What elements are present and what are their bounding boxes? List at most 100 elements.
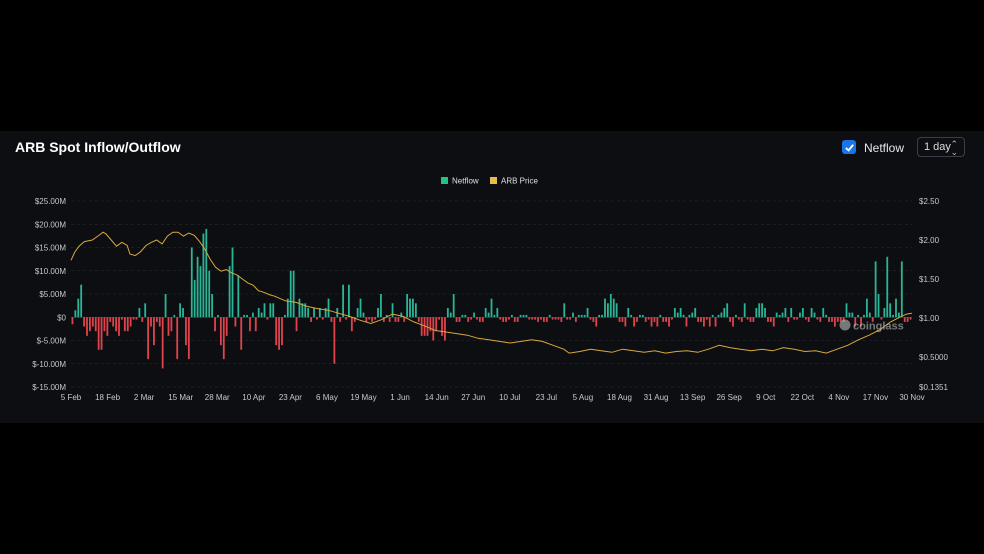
netflow-bar bbox=[816, 317, 819, 320]
x-tick-label: 31 Aug bbox=[644, 393, 669, 402]
netflow-bar bbox=[778, 314, 781, 318]
netflow-bar bbox=[97, 317, 100, 350]
netflow-bar bbox=[289, 270, 292, 318]
netflow-bar bbox=[595, 317, 598, 327]
x-tick-label: 19 May bbox=[350, 393, 376, 402]
netflow-bar bbox=[883, 307, 886, 318]
netflow-bar bbox=[324, 307, 327, 318]
netflow-bar bbox=[426, 317, 429, 336]
netflow-bar bbox=[368, 317, 371, 320]
netflow-bar bbox=[249, 317, 251, 332]
netflow-bar bbox=[417, 317, 420, 322]
netflow-bar bbox=[147, 317, 150, 360]
netflow-bar bbox=[275, 317, 278, 346]
netflow-bar bbox=[769, 317, 772, 322]
netflow-bar bbox=[691, 312, 694, 318]
netflow-checkbox-label[interactable]: Netflow bbox=[864, 141, 905, 155]
y-left-tick-label: $10.00M bbox=[35, 267, 66, 276]
netflow-bar bbox=[199, 266, 202, 318]
netflow-bar bbox=[636, 317, 638, 322]
netflow-bar bbox=[799, 312, 801, 318]
netflow-bar bbox=[196, 256, 199, 318]
netflow-bar bbox=[868, 312, 871, 318]
netflow-bar bbox=[441, 317, 443, 336]
netflow-bar bbox=[313, 307, 315, 318]
netflow-bar bbox=[641, 314, 644, 318]
x-tick-label: 10 Apr bbox=[242, 393, 265, 402]
legend-label-price: ARB Price bbox=[501, 177, 538, 186]
netflow-bar bbox=[906, 317, 909, 322]
x-tick-label: 28 Mar bbox=[205, 393, 230, 402]
netflow-bar bbox=[365, 317, 368, 322]
netflow-bar bbox=[653, 317, 656, 322]
netflow-bar bbox=[298, 298, 301, 318]
netflow-bar bbox=[790, 307, 793, 318]
netflow-bar bbox=[522, 314, 525, 318]
netflow-bar bbox=[807, 317, 810, 322]
netflow-bars bbox=[71, 228, 912, 369]
netflow-bar bbox=[508, 317, 510, 320]
netflow-bar bbox=[688, 314, 691, 318]
netflow-bar bbox=[458, 317, 461, 322]
netflow-bar bbox=[644, 317, 647, 322]
netflow-bar bbox=[77, 298, 80, 318]
netflow-bar bbox=[190, 247, 193, 318]
netflow-bar bbox=[825, 314, 828, 318]
netflow-bar bbox=[400, 312, 403, 318]
netflow-bar bbox=[234, 317, 237, 327]
netflow-bar bbox=[685, 317, 688, 327]
netflow-bar bbox=[106, 317, 109, 336]
netflow-bar bbox=[385, 314, 388, 318]
x-tick-label: 14 Jun bbox=[425, 393, 449, 402]
netflow-bar bbox=[624, 317, 627, 327]
netflow-bar bbox=[673, 307, 676, 318]
x-tick-label: 15 Mar bbox=[168, 393, 193, 402]
x-tick-label: 9 Oct bbox=[756, 393, 776, 402]
y-left-tick-label: $-5.00M bbox=[37, 337, 67, 346]
netflow-bar bbox=[493, 314, 496, 318]
netflow-bar bbox=[880, 317, 883, 320]
netflow-bar bbox=[563, 303, 566, 318]
netflow-bar bbox=[801, 307, 804, 318]
netflow-bar bbox=[153, 317, 155, 346]
netflow-bar bbox=[167, 317, 170, 336]
netflow-bar bbox=[141, 317, 144, 322]
netflow-bar bbox=[257, 307, 260, 318]
netflow-bar bbox=[740, 317, 743, 322]
netflow-bar bbox=[516, 317, 519, 322]
netflow-bar bbox=[761, 303, 764, 318]
netflow-bar bbox=[831, 317, 833, 322]
netflow-bar bbox=[813, 312, 816, 318]
netflow-bar bbox=[767, 317, 769, 322]
netflow-bar bbox=[476, 317, 478, 320]
netflow-bar bbox=[449, 312, 452, 318]
netflow-bar bbox=[237, 275, 240, 318]
x-tick-label: 2 Mar bbox=[134, 393, 155, 402]
netflow-bar bbox=[772, 317, 775, 327]
netflow-bar bbox=[377, 307, 379, 318]
netflow-bar bbox=[726, 303, 729, 318]
netflow-bar bbox=[205, 228, 208, 318]
netflow-bar bbox=[272, 303, 275, 318]
netflow-bar bbox=[310, 317, 312, 322]
netflow-bar bbox=[423, 317, 426, 336]
netflow-checkbox[interactable] bbox=[842, 140, 856, 154]
netflow-bar bbox=[187, 317, 190, 360]
netflow-bar bbox=[214, 317, 216, 332]
y-left-tick-label: $-15.00M bbox=[32, 383, 66, 392]
netflow-bar bbox=[100, 317, 103, 350]
netflow-bar bbox=[842, 317, 845, 322]
netflow-bar bbox=[126, 317, 129, 332]
y-right-tick-label: $0.5000 bbox=[919, 353, 948, 362]
netflow-bar bbox=[490, 298, 493, 318]
netflow-bar bbox=[601, 314, 603, 318]
x-tick-label: 5 Aug bbox=[573, 393, 593, 402]
chevron-updown-icon: ⌃ ⌄ bbox=[950, 139, 958, 157]
x-tick-label: 23 Apr bbox=[279, 393, 302, 402]
interval-select[interactable]: 1 day ⌃ ⌄ bbox=[917, 137, 965, 157]
netflow-bar bbox=[682, 314, 685, 318]
netflow-bar bbox=[877, 294, 880, 318]
netflow-bar bbox=[103, 317, 106, 332]
netflow-bar bbox=[118, 317, 120, 336]
netflow-bar bbox=[505, 317, 507, 322]
